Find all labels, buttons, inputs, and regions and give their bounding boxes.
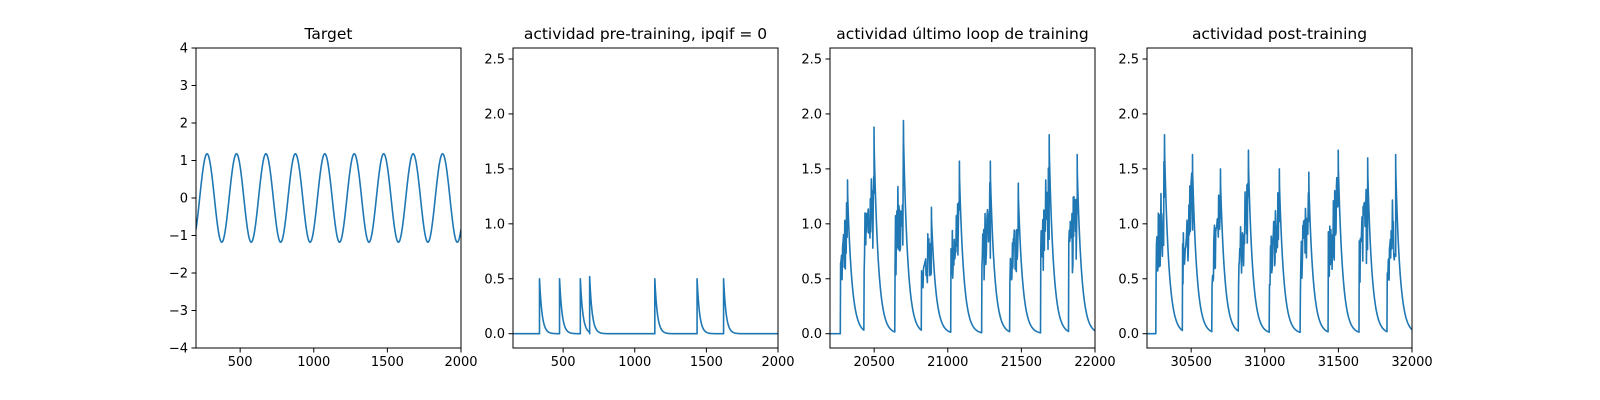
y-tick-label: 4 xyxy=(180,42,188,57)
y-tick-label: 0.5 xyxy=(484,272,505,287)
y-tick-label: 1.0 xyxy=(801,217,822,232)
x-tick-label: 500 xyxy=(551,355,576,370)
y-tick-label: −2 xyxy=(169,267,188,282)
x-tick-label: 31500 xyxy=(1318,355,1359,370)
axes-frame xyxy=(1146,47,1413,349)
chart-panel-1: 500 1000 1500 2000 −4 −3 −2 −1 0 1 2 3 4 Target xyxy=(169,25,478,370)
chart-title: actividad post-training xyxy=(1192,25,1367,43)
chart-panel-2: 500 1000 1500 2000 0.0 0.5 1.0 1.5 2.0 2.5 activid… xyxy=(484,25,794,370)
y-tick-label: 0.0 xyxy=(484,327,505,342)
y-tick-label: 2.0 xyxy=(484,107,505,122)
x-tick-label: 30500 xyxy=(1170,355,1211,370)
x-tick-label: 2000 xyxy=(761,355,794,370)
x-tick-label: 1000 xyxy=(297,355,330,370)
x-tick-label: 31000 xyxy=(1244,355,1285,370)
y-tick-label: −3 xyxy=(169,304,188,319)
chart-panel-4: 30500 31000 31500 32000 0.0 0.5 1.0 1.5 2.0 2.5 ac… xyxy=(1118,25,1432,370)
y-tick-label: 1.5 xyxy=(484,162,505,177)
axes-frame xyxy=(512,47,779,349)
y-tick-label: 0.5 xyxy=(1118,272,1139,287)
y-tick-label: 2.0 xyxy=(1118,107,1139,122)
chart-title: actividad pre-training, ipqif = 0 xyxy=(524,25,767,43)
x-tick-label: 2000 xyxy=(444,355,477,370)
chart-title: Target xyxy=(304,25,353,43)
y-tick-label: 0.5 xyxy=(801,272,822,287)
x-tick-label: 1000 xyxy=(618,355,651,370)
y-tick-label: 1 xyxy=(180,154,188,169)
x-tick-label: 20500 xyxy=(853,355,894,370)
y-tick-label: 1.5 xyxy=(801,162,822,177)
y-tick-label: 0 xyxy=(180,192,188,207)
chart-panel-3: 20500 21000 21500 22000 0.0 0.5 1.0 1.5 2.0 2.5 ac… xyxy=(801,25,1115,370)
x-tick-label: 21000 xyxy=(927,355,968,370)
y-tick-label: 2.5 xyxy=(801,52,822,67)
y-tick-label: 2.5 xyxy=(1118,52,1139,67)
x-tick-label: 1500 xyxy=(690,355,723,370)
series-line-1 xyxy=(196,152,461,244)
y-tick-label: −4 xyxy=(169,342,188,357)
y-tick-label: 1.5 xyxy=(1118,162,1139,177)
x-tick-label: 1500 xyxy=(371,355,404,370)
series-line-1 xyxy=(1147,134,1412,335)
series-line-1 xyxy=(513,275,778,335)
x-tick-label: 32000 xyxy=(1391,355,1432,370)
y-tick-label: 3 xyxy=(180,79,188,94)
x-tick-label: 22000 xyxy=(1074,355,1115,370)
y-tick-label: 0.0 xyxy=(801,327,822,342)
series-line-1 xyxy=(830,119,1095,335)
chart-title: actividad último loop de training xyxy=(836,25,1088,43)
y-tick-label: 2.0 xyxy=(801,107,822,122)
axes-frame xyxy=(829,47,1096,349)
y-tick-label: 1.0 xyxy=(484,217,505,232)
y-tick-label: 0.0 xyxy=(1118,327,1139,342)
x-tick-label: 21500 xyxy=(1001,355,1042,370)
y-tick-label: 1.0 xyxy=(1118,217,1139,232)
y-tick-label: −1 xyxy=(169,229,188,244)
x-tick-label: 500 xyxy=(228,355,253,370)
y-tick-label: 2 xyxy=(180,117,188,132)
y-tick-label: 2.5 xyxy=(484,52,505,67)
